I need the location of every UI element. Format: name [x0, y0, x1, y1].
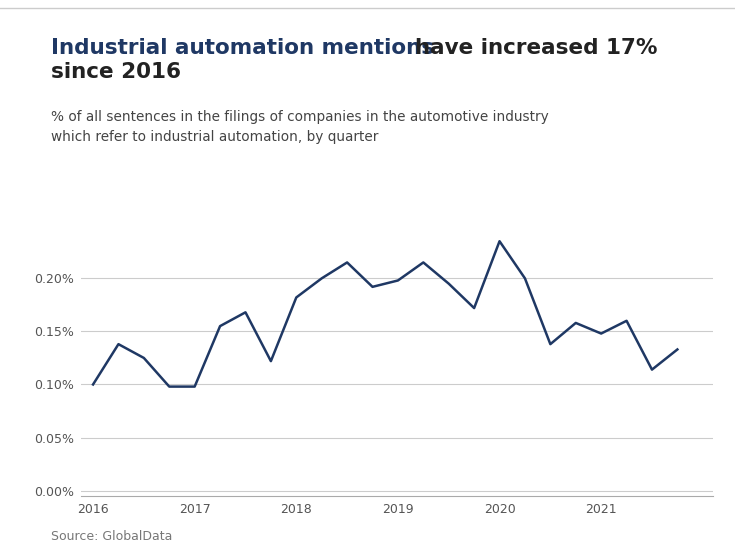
Text: % of all sentences in the filings of companies in the automotive industry
which : % of all sentences in the filings of com…: [51, 110, 549, 144]
Text: Industrial automation mentions: Industrial automation mentions: [51, 38, 442, 58]
Text: since 2016: since 2016: [51, 62, 182, 82]
Text: Source: GlobalData: Source: GlobalData: [51, 530, 173, 543]
Text: have increased 17%: have increased 17%: [415, 38, 658, 58]
